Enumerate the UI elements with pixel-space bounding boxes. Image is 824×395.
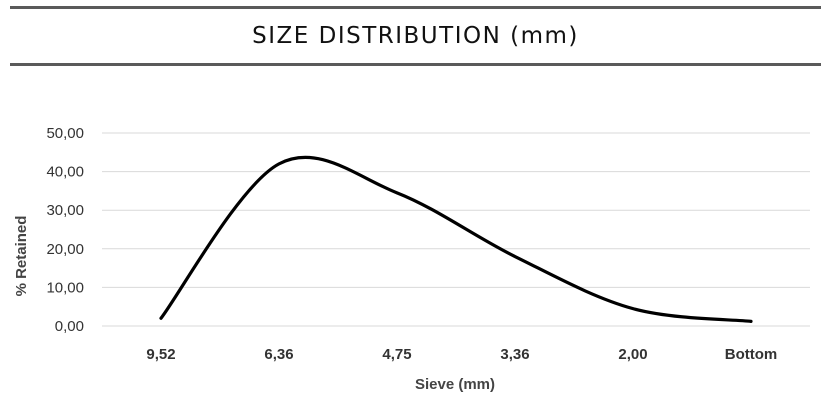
grid-lines	[102, 132, 810, 327]
y-tick-label: 50,00	[46, 125, 84, 142]
x-tick-label: 2,00	[618, 346, 647, 363]
y-axis-title: % Retained	[13, 216, 30, 297]
x-tick-label: 4,75	[382, 346, 411, 363]
y-tick-label: 40,00	[46, 164, 84, 181]
x-tick-label: 9,52	[146, 346, 175, 363]
y-tick-label: 0,00	[55, 318, 84, 335]
series-group	[159, 155, 753, 323]
x-axis-ticks: 9,52 6,36 4,75 3,36 2,00 Bottom	[146, 346, 777, 363]
y-tick-label: 10,00	[46, 279, 84, 296]
chart-title: SIZE DISTRIBUTION (mm)	[252, 23, 579, 49]
y-tick-label: 20,00	[46, 241, 84, 258]
x-tick-label: 6,36	[264, 346, 293, 363]
series-line	[159, 155, 753, 323]
y-axis-ticks: 0,00 10,00 20,00 30,00 40,00 50,00	[46, 125, 84, 335]
x-tick-label: Bottom	[725, 346, 778, 363]
x-axis-title: Sieve (mm)	[415, 376, 495, 393]
x-tick-label: 3,36	[500, 346, 529, 363]
title-bar: SIZE DISTRIBUTION (mm)	[10, 6, 821, 66]
y-tick-label: 30,00	[46, 202, 84, 219]
